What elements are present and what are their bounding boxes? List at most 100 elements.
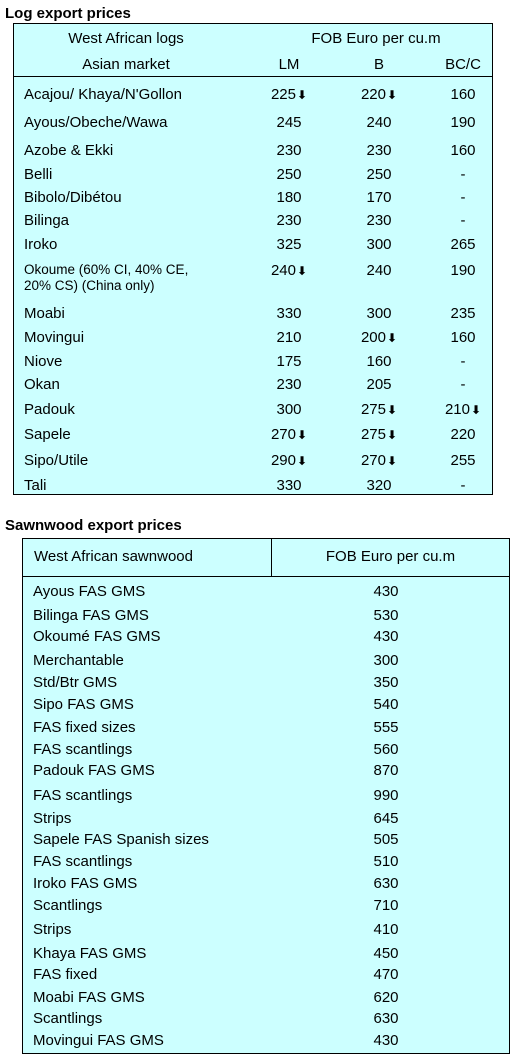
log-price-bcc-value: 190 bbox=[450, 262, 476, 279]
sawn-product-name: Ayous FAS GMS bbox=[33, 583, 146, 600]
sawn-product-name: FAS fixed bbox=[33, 966, 98, 983]
down-arrow-icon: ⬇ bbox=[296, 428, 308, 442]
sawn-product-name: Sapele FAS Spanish sizes bbox=[33, 831, 209, 848]
log-price-b: 220⬇ bbox=[349, 86, 409, 104]
log-price-b-value: 220 bbox=[360, 86, 386, 103]
log-price-lm: 175 bbox=[259, 353, 319, 371]
sawn-product-name: Khaya FAS GMS bbox=[33, 945, 147, 962]
log-price-b: 275⬇ bbox=[349, 426, 409, 444]
log-price-bcc: - bbox=[433, 212, 493, 230]
sawn-price: 350 bbox=[373, 674, 399, 691]
log-price-b: 230 bbox=[349, 212, 409, 230]
log-species-name: Niove bbox=[24, 353, 63, 370]
sawn-price: 505 bbox=[373, 831, 399, 848]
log-price-lm: 250 bbox=[259, 166, 319, 184]
log-price-b-value: 170 bbox=[366, 189, 392, 206]
log-price-b: 170 bbox=[349, 189, 409, 207]
log-price-bcc: - bbox=[433, 376, 493, 394]
log-price-b: 160 bbox=[349, 353, 409, 371]
sawn-product-name: Std/Btr GMS bbox=[33, 674, 118, 691]
sawnwood-export-title: Sawnwood export prices bbox=[5, 517, 182, 534]
log-price-lm: 270⬇ bbox=[259, 426, 319, 444]
log-price-lm-value: 210 bbox=[276, 329, 302, 346]
log-price-bcc-value: - bbox=[460, 212, 466, 229]
sawn-price: 645 bbox=[373, 810, 399, 827]
log-price-b: 250 bbox=[349, 166, 409, 184]
sawn-header-species: West African sawnwood bbox=[34, 548, 193, 565]
log-price-b-value: 240 bbox=[366, 114, 392, 131]
log-species-name: Bilinga bbox=[24, 212, 70, 229]
log-price-b-value: 300 bbox=[366, 305, 392, 322]
log-price-lm: 330 bbox=[259, 477, 319, 495]
log-species-name: Moabi bbox=[24, 305, 65, 322]
sawn-product-name: Strips bbox=[33, 921, 72, 938]
log-price-lm: 290⬇ bbox=[259, 452, 319, 470]
sawn-product-name: FAS fixed sizes bbox=[33, 719, 136, 736]
down-arrow-icon: ⬇ bbox=[296, 264, 308, 278]
log-price-b: 240 bbox=[349, 262, 409, 280]
log-price-b: 275⬇ bbox=[349, 401, 409, 419]
log-price-b-value: 250 bbox=[366, 166, 392, 183]
down-arrow-icon: ⬇ bbox=[470, 403, 482, 417]
sawn-product-name: Okoumé FAS GMS bbox=[33, 628, 161, 645]
log-price-lm: 230 bbox=[259, 212, 319, 230]
log-price-lm: 230 bbox=[259, 376, 319, 394]
sawn-price: 430 bbox=[373, 583, 399, 600]
sawn-price: 410 bbox=[373, 921, 399, 938]
log-price-lm: 225⬇ bbox=[259, 86, 319, 104]
log-price-bcc-value: 255 bbox=[450, 452, 476, 469]
log-price-lm: 325 bbox=[259, 236, 319, 254]
sawn-product-name: Iroko FAS GMS bbox=[33, 875, 138, 892]
sawn-product-name: Strips bbox=[33, 810, 72, 827]
sawn-price: 430 bbox=[373, 1032, 399, 1049]
log-price-b: 320 bbox=[349, 477, 409, 495]
log-price-b-value: 320 bbox=[366, 477, 392, 494]
log-price-bcc: 265 bbox=[433, 236, 493, 254]
log-species-name: Tali bbox=[24, 477, 47, 494]
down-arrow-icon: ⬇ bbox=[386, 88, 398, 102]
log-price-bcc: - bbox=[433, 353, 493, 371]
log-species-name: Acajou/ Khaya/N'Gollon bbox=[24, 86, 182, 103]
log-header-grade-bcc: BC/C bbox=[445, 56, 481, 73]
log-price-lm: 240⬇ bbox=[259, 262, 319, 280]
log-price-b-value: 275 bbox=[360, 401, 386, 418]
log-price-bcc-value: 160 bbox=[450, 86, 476, 103]
log-price-bcc-value: 265 bbox=[450, 236, 476, 253]
log-species-name: Azobe & Ekki bbox=[24, 142, 114, 159]
log-species-name: Bibolo/Dibétou bbox=[24, 189, 122, 206]
log-header-divider bbox=[14, 76, 492, 77]
sawn-price: 630 bbox=[373, 1010, 399, 1027]
log-price-lm-value: 225 bbox=[270, 86, 296, 103]
down-arrow-icon: ⬇ bbox=[296, 88, 308, 102]
down-arrow-icon: ⬇ bbox=[296, 454, 308, 468]
log-price-bcc: - bbox=[433, 477, 493, 495]
log-price-lm-value: 230 bbox=[276, 376, 302, 393]
sawn-price: 540 bbox=[373, 696, 399, 713]
sawn-product-name: Scantlings bbox=[33, 897, 103, 914]
sawn-price: 300 bbox=[373, 652, 399, 669]
log-price-bcc-value: 190 bbox=[450, 114, 476, 131]
log-species-name: Belli bbox=[24, 166, 53, 183]
sawn-product-name: Scantlings bbox=[33, 1010, 103, 1027]
log-price-lm-value: 290 bbox=[270, 452, 296, 469]
log-price-bcc: 160 bbox=[433, 142, 493, 160]
log-price-lm-value: 180 bbox=[276, 189, 302, 206]
sawn-product-name: Padouk FAS GMS bbox=[33, 762, 155, 779]
log-species-name: Ayous/Obeche/Wawa bbox=[24, 114, 168, 131]
sawn-price: 630 bbox=[373, 875, 399, 892]
log-price-b-value: 230 bbox=[366, 212, 392, 229]
log-price-lm: 230 bbox=[259, 142, 319, 160]
log-species-name: Iroko bbox=[24, 236, 58, 253]
log-price-lm-value: 300 bbox=[276, 401, 302, 418]
log-price-bcc-value: 160 bbox=[450, 329, 476, 346]
sawnwood-price-table: West African sawnwood FOB Euro per cu.m … bbox=[22, 538, 510, 1054]
log-price-b: 270⬇ bbox=[349, 452, 409, 470]
log-price-b: 200⬇ bbox=[349, 329, 409, 347]
log-price-bcc-value: - bbox=[460, 477, 466, 494]
sawn-price: 620 bbox=[373, 989, 399, 1006]
log-price-bcc: - bbox=[433, 189, 493, 207]
log-price-bcc: 160 bbox=[433, 329, 493, 347]
log-price-bcc: - bbox=[433, 166, 493, 184]
log-price-lm: 300 bbox=[259, 401, 319, 419]
log-price-b-value: 300 bbox=[366, 236, 392, 253]
